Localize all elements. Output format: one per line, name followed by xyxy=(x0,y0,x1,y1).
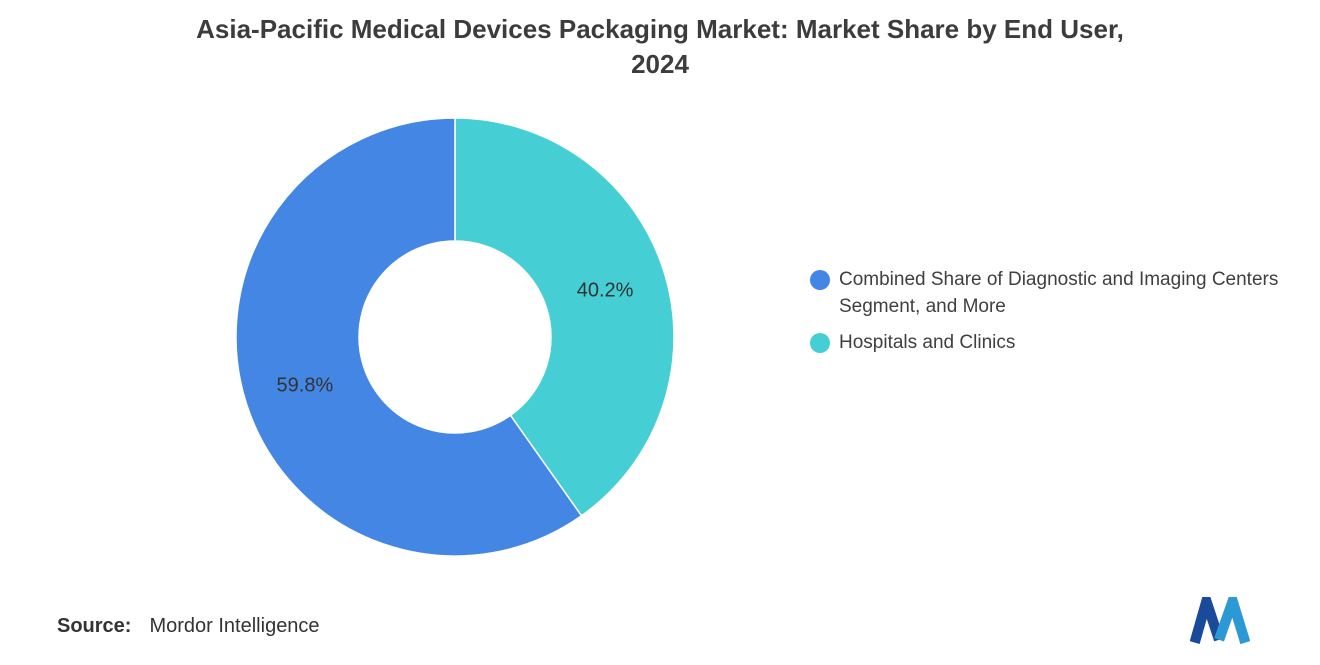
legend-marker-hospitals-clinics-icon xyxy=(810,333,830,353)
source-value: Mordor Intelligence xyxy=(149,615,320,637)
legend-item-combined-share[interactable]: Combined Share of Diagnostic and Imaging… xyxy=(810,266,1285,320)
legend-label-combined-share: Combined Share of Diagnostic and Imaging… xyxy=(839,269,1279,317)
pie-slice-label-1: 40.2% xyxy=(577,279,634,301)
logo-left-stroke xyxy=(1190,597,1224,644)
donut-chart: 40.2% 59.8% xyxy=(235,117,675,557)
mordor-intelligence-logo xyxy=(1190,597,1250,645)
pie-slice-0[interactable] xyxy=(235,117,583,557)
legend-marker-combined-share-icon xyxy=(810,270,830,290)
pie-slice-label-0: 59.8% xyxy=(277,375,334,397)
source-label: Source: xyxy=(57,615,132,637)
legend-label-hospitals-clinics: Hospitals and Clinics xyxy=(839,332,1016,353)
source-row: Source: Mordor Intelligence xyxy=(57,615,320,638)
chart-title: Asia-Pacific Medical Devices Packaging M… xyxy=(196,14,1124,79)
logo-right-stroke xyxy=(1214,597,1250,645)
pie-slice-1[interactable] xyxy=(454,117,675,517)
legend: Combined Share of Diagnostic and Imaging… xyxy=(810,266,1285,365)
legend-item-hospitals-clinics[interactable]: Hospitals and Clinics xyxy=(810,329,1285,356)
